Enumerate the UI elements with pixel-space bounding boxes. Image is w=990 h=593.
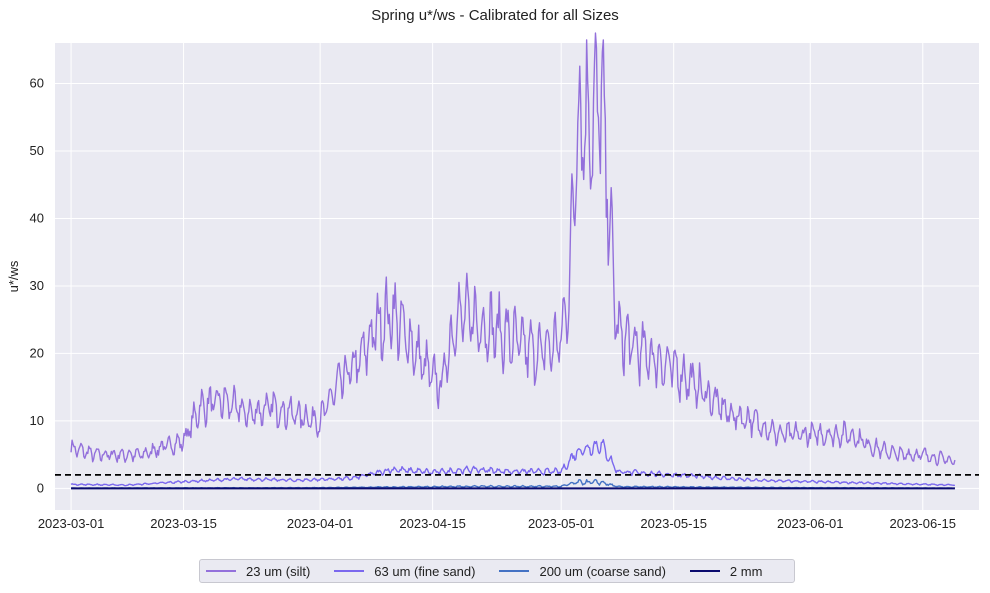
x-tick-label: 2023-06-01 bbox=[777, 516, 844, 531]
legend-swatch-fine-sand bbox=[334, 570, 365, 572]
legend-item-coarse-sand: 200 um (coarse sand) bbox=[499, 563, 666, 579]
legend-swatch-coarse-sand bbox=[499, 570, 530, 572]
legend-item-2mm: 2 mm bbox=[689, 563, 763, 579]
legend: 23 um (silt) 63 um (fine sand) 200 um (c… bbox=[199, 559, 795, 583]
legend-label-coarse-sand: 200 um (coarse sand) bbox=[539, 563, 666, 579]
x-tick-label: 2023-04-01 bbox=[287, 516, 354, 531]
y-tick-label: 50 bbox=[30, 143, 44, 158]
series-line-1 bbox=[70, 438, 955, 487]
legend-swatch-2mm bbox=[689, 570, 720, 572]
x-tick-label: 2023-03-15 bbox=[150, 516, 217, 531]
legend-swatch-silt bbox=[206, 570, 236, 572]
series-line-0 bbox=[70, 32, 956, 467]
y-tick-label: 60 bbox=[30, 75, 44, 90]
legend-label-2mm: 2 mm bbox=[729, 563, 763, 579]
legend-label-silt: 23 um (silt) bbox=[246, 563, 311, 579]
y-axis-label: u*/ws bbox=[6, 260, 21, 292]
y-tick-label: 0 bbox=[37, 480, 44, 495]
x-tick-label: 2023-05-15 bbox=[640, 516, 707, 531]
plot-area bbox=[55, 43, 979, 510]
y-tick-label: 30 bbox=[30, 278, 44, 293]
legend-item-silt: 23 um (silt) bbox=[206, 564, 310, 579]
x-tick-label: 2023-06-15 bbox=[890, 516, 957, 531]
x-tick-label: 2023-05-01 bbox=[528, 516, 595, 531]
x-tick-label: 2023-03-01 bbox=[38, 516, 105, 531]
chart-title: Spring u*/ws - Calibrated for all Sizes bbox=[371, 7, 619, 24]
legend-label-fine-sand: 63 um (fine sand) bbox=[374, 563, 476, 579]
y-tick-label: 40 bbox=[30, 210, 44, 225]
x-tick-label: 2023-04-15 bbox=[399, 516, 466, 531]
y-tick-label: 20 bbox=[30, 345, 44, 360]
y-tick-label: 10 bbox=[30, 413, 44, 428]
legend-item-fine-sand: 63 um (fine sand) bbox=[334, 564, 475, 579]
